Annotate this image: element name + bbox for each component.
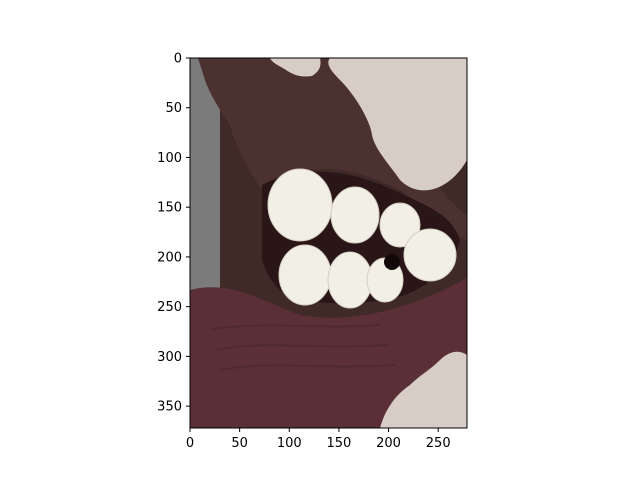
y-tick-label: 250	[157, 300, 182, 315]
y-axis-ticks: 0 50 100 150 200 250 300 350	[157, 52, 190, 415]
x-tick-label: 0	[186, 436, 194, 451]
x-axis-ticks: 0 50 100 150 200 250	[186, 428, 451, 451]
y-tick-label: 0	[174, 52, 182, 67]
photo-image	[190, 58, 467, 428]
y-tick-label: 50	[165, 101, 182, 116]
upper-lip	[198, 58, 467, 240]
texture-overlay	[209, 324, 396, 371]
lower-lip	[190, 278, 467, 428]
mask-patches	[270, 58, 467, 428]
x-tick-label: 150	[327, 436, 352, 451]
dark-spot	[384, 254, 400, 270]
x-tick-label: 250	[426, 436, 451, 451]
y-tick-label: 350	[157, 400, 182, 415]
y-tick-label: 150	[157, 201, 182, 216]
y-tick-label: 300	[157, 350, 182, 365]
x-tick-label: 50	[231, 436, 248, 451]
axes-frame	[189, 57, 468, 429]
y-tick-label: 100	[157, 151, 182, 166]
x-tick-label: 100	[277, 436, 302, 451]
x-tick-label: 200	[376, 436, 401, 451]
y-tick-label: 200	[157, 250, 182, 265]
